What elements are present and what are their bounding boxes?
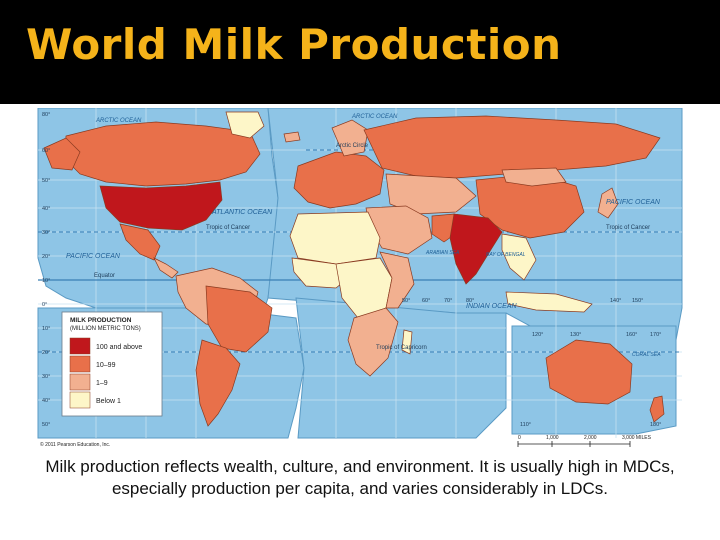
ocean-label-arctic-left: ARCTIC OCEAN [95, 118, 142, 124]
lat-label: 20° [42, 254, 50, 260]
legend-swatch-light [69, 373, 91, 391]
east-africa [379, 251, 415, 309]
ocean-africa-lobe [295, 297, 507, 439]
lon-label: 130° [570, 332, 581, 338]
map-legend: MILK PRODUCTION (MILLION METRIC TONS) 10… [61, 311, 163, 417]
central-asia [385, 173, 477, 215]
lon-label: 170° [650, 332, 661, 338]
lon-label: 60° [422, 298, 430, 304]
lat-label: 10° [42, 278, 50, 284]
legend-title-line2: (MILLION METRIC TONS) [70, 326, 141, 332]
lat-label: 10° [42, 326, 50, 332]
lon-label: 120° [532, 332, 543, 338]
ocean-label-pacific-right: PACIFIC OCEAN [606, 199, 661, 206]
scandinavia [331, 119, 369, 157]
label-equator: Equator [94, 273, 115, 279]
lat-label: 60° [42, 148, 50, 154]
lon-label: 70° [444, 298, 452, 304]
lat-label: 50° [42, 178, 50, 184]
mongolia [501, 167, 567, 187]
legend-swatch-dark [69, 337, 91, 355]
southern-africa [347, 307, 399, 377]
greenland [225, 111, 265, 139]
label-tropic-cancer-right: Tropic of Cancer [606, 225, 650, 231]
slide-title: World Milk Production [26, 20, 562, 69]
ocean-label-coral-sea: CORAL SEA [632, 352, 661, 358]
argentina-chile [195, 339, 241, 427]
lon-label: 150° [632, 298, 643, 304]
lon-label: 110° [520, 422, 531, 428]
legend-label: 100 and above [96, 344, 142, 351]
lat-label: 20° [42, 350, 50, 356]
southeast-asia [501, 233, 537, 281]
lon-label: 80° [466, 298, 474, 304]
ocean-label-indian: INDIAN OCEAN [466, 303, 518, 310]
canada [63, 121, 261, 187]
copyright: © 2011 Pearson Education, Inc. [40, 441, 110, 448]
label-arctic-circle: Arctic Circle [336, 143, 369, 149]
slide-content: ARCTIC OCEAN ARCTIC OCEAN ATLANTIC OCEAN… [0, 104, 720, 540]
scale-miles-tick: 1,000 [546, 435, 559, 441]
scale-miles-tick: 0 [518, 435, 521, 441]
legend-title-line1: MILK PRODUCTION [70, 317, 132, 324]
lon-label: 50° [402, 298, 410, 304]
brazil [205, 285, 273, 353]
ocean-label-arctic-right: ARCTIC OCEAN [351, 114, 398, 120]
scale-bar [517, 441, 631, 447]
north-africa [289, 211, 381, 265]
scale-miles-tick: 2,000 [584, 435, 597, 441]
lat-label: 30° [42, 374, 50, 380]
mexico [119, 223, 161, 261]
lon-label: 160° [626, 332, 637, 338]
legend-swatch-pale [69, 391, 91, 409]
title-bar: World Milk Production [0, 0, 720, 104]
legend-swatch-mid [69, 355, 91, 373]
ocean-label-arabian-sea: ARABIAN SEA [425, 250, 460, 256]
lat-label: 30° [42, 230, 50, 236]
legend-label: Below 1 [96, 398, 121, 405]
map-svg: ARCTIC OCEAN ARCTIC OCEAN ATLANTIC OCEAN… [37, 108, 683, 448]
ocean-label-atlantic: ATLANTIC OCEAN [211, 209, 273, 216]
lat-label: 40° [42, 398, 50, 404]
label-tropic-capricorn: Tropic of Capricorn [376, 345, 427, 351]
madagascar [401, 329, 413, 355]
lat-label: 80° [42, 112, 50, 118]
lat-label: 0° [42, 302, 47, 308]
ocean-label-bay-of-bengal: BAY OF BENGAL [486, 252, 526, 258]
indonesia [505, 291, 593, 313]
iceland [283, 131, 301, 143]
united-states [99, 181, 223, 231]
japan [597, 187, 619, 219]
lat-label: 40° [42, 206, 50, 212]
slide-caption: Milk production reflects wealth, culture… [45, 457, 675, 498]
lon-label: 180° [650, 422, 661, 428]
lat-label: 50° [42, 422, 50, 428]
australia [545, 339, 633, 405]
lon-label: 140° [610, 298, 621, 304]
legend-label: 10–99 [96, 362, 116, 369]
ocean-label-pacific-left: PACIFIC OCEAN [66, 253, 121, 260]
alaska [43, 137, 81, 171]
india [449, 213, 503, 285]
legend-label: 1–9 [96, 380, 108, 387]
label-tropic-cancer-left: Tropic of Cancer [206, 225, 250, 231]
scale-miles-tick: 3,000 MILES [622, 435, 652, 441]
world-milk-map: ARCTIC OCEAN ARCTIC OCEAN ATLANTIC OCEAN… [36, 108, 684, 448]
central-america [153, 257, 179, 279]
new-zealand [649, 395, 665, 423]
